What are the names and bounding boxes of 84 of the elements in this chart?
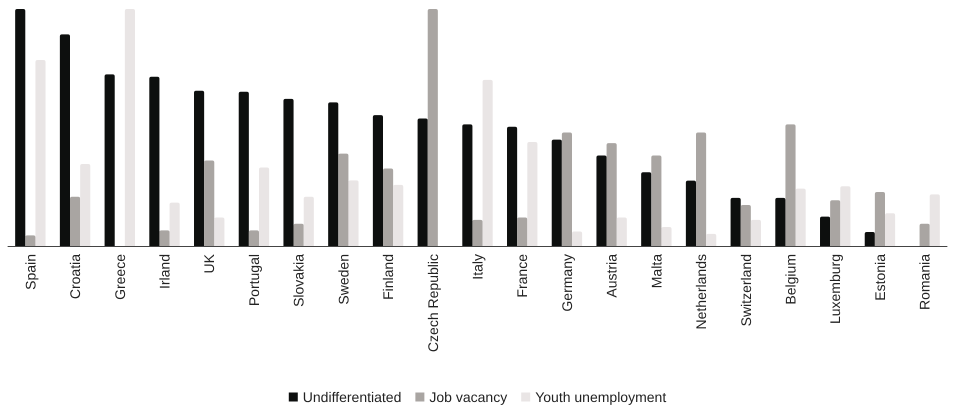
bar — [864, 232, 875, 246]
x-tick-label: Finland — [380, 254, 396, 300]
bar — [874, 192, 885, 246]
bar — [204, 160, 214, 246]
legend-label: Undifferentiated — [302, 389, 402, 405]
bar — [641, 172, 652, 246]
bar — [527, 142, 538, 246]
bar — [149, 76, 160, 246]
bar — [214, 218, 224, 246]
bar — [740, 205, 751, 246]
x-tick-label: Switzerland — [738, 254, 754, 326]
bar — [517, 218, 528, 246]
bar — [294, 224, 304, 246]
bar — [124, 9, 135, 246]
bar — [418, 118, 428, 246]
bar — [706, 234, 716, 246]
bar — [840, 186, 850, 246]
legend-label: Job vacancy — [429, 389, 508, 405]
x-tick-label: Italy — [470, 254, 486, 280]
bar — [930, 194, 940, 246]
bar — [606, 143, 617, 246]
bar — [348, 180, 359, 246]
bar — [750, 220, 761, 246]
bar — [562, 132, 572, 246]
bar — [686, 180, 696, 246]
bar — [661, 227, 672, 246]
x-tick-label: Czech Republic — [424, 254, 441, 352]
bar — [372, 115, 384, 246]
bar — [820, 216, 830, 246]
bar — [507, 126, 518, 246]
bar — [35, 60, 46, 246]
bar — [884, 213, 896, 246]
x-tick-label: Greece — [112, 254, 128, 300]
bar — [70, 196, 80, 246]
bar — [785, 124, 796, 246]
bar — [159, 230, 170, 246]
bar — [796, 188, 806, 246]
bar — [80, 164, 90, 246]
bar — [338, 154, 348, 246]
bar — [60, 34, 70, 246]
bar — [482, 80, 493, 246]
bar — [596, 155, 607, 246]
bar — [920, 224, 930, 246]
x-tick-label: Netherlands — [693, 254, 710, 330]
bar — [15, 9, 26, 246]
bar — [572, 232, 582, 246]
x-tick-label: Sweden — [335, 254, 352, 305]
x-tick-label: Estonia — [872, 254, 888, 301]
bar — [258, 168, 270, 246]
bar — [328, 102, 338, 246]
bar — [25, 235, 36, 246]
bar — [830, 200, 840, 246]
bar — [304, 196, 314, 246]
bar — [170, 202, 180, 246]
bar — [428, 9, 438, 246]
x-tick-label: Malta — [648, 254, 664, 288]
x-tick-label: Germany — [558, 254, 575, 312]
bar — [472, 220, 483, 246]
bar — [383, 168, 394, 246]
bar — [730, 198, 741, 246]
x-tick-label: Portugal — [246, 254, 262, 306]
x-tick-label: Spain — [22, 254, 38, 290]
x-tick-label: France — [514, 254, 530, 298]
bar — [393, 184, 404, 246]
bar — [552, 140, 562, 246]
bar — [651, 155, 662, 246]
bar — [462, 124, 472, 246]
legend-label: Youth unemployment — [535, 389, 666, 405]
x-tick-label: Irland — [156, 254, 172, 290]
x-tick-label: Croatia — [67, 254, 84, 300]
bar — [104, 74, 115, 246]
bar — [283, 98, 294, 246]
x-tick-label: Austria — [604, 254, 620, 298]
x-tick-label: Slovakia — [290, 254, 307, 307]
bar — [775, 198, 786, 246]
x-tick-label: UK — [201, 253, 218, 274]
x-tick-label: Belgium — [782, 254, 798, 305]
bar — [238, 92, 249, 246]
bar — [616, 218, 627, 246]
bar — [696, 132, 706, 246]
bar — [194, 90, 204, 246]
x-tick-label: Romania — [916, 254, 933, 310]
x-tick-label: Luxemburg — [827, 254, 844, 324]
bar — [248, 230, 259, 246]
